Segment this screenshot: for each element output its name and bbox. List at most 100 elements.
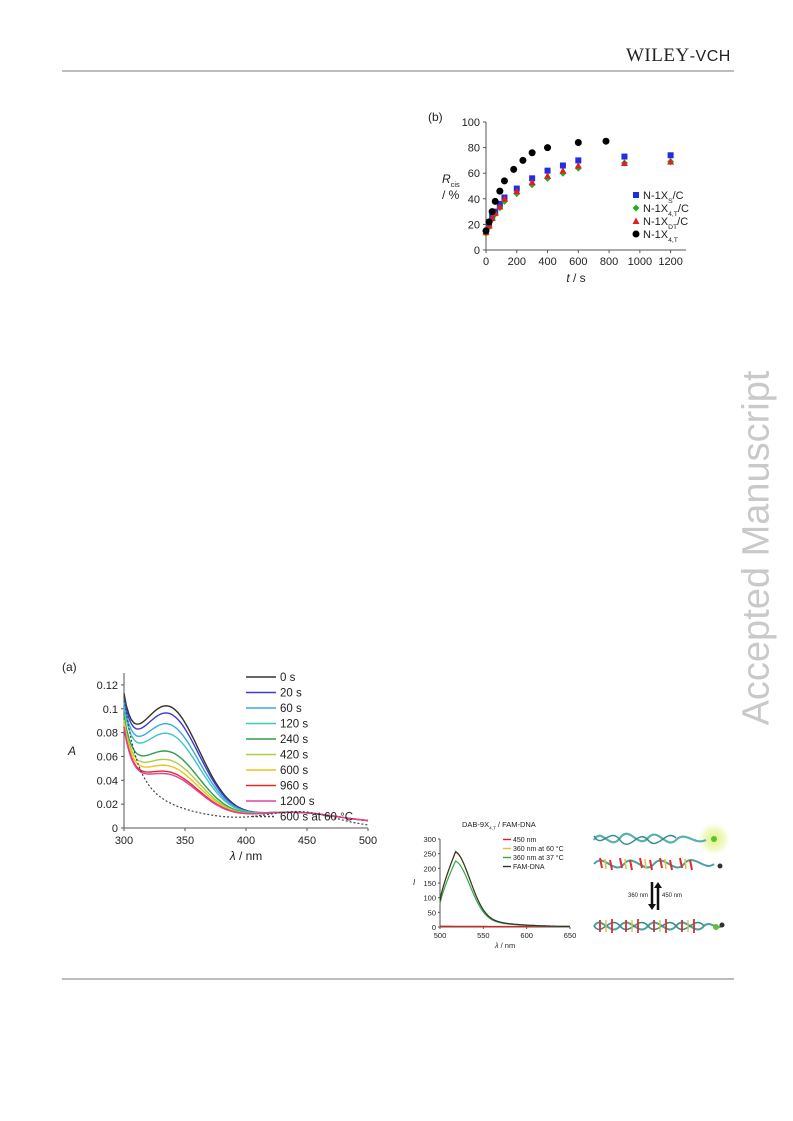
- data-point: [574, 138, 582, 146]
- data-point: [544, 144, 552, 152]
- y-axis-label: A: [67, 744, 76, 758]
- y-tick-label: 150: [423, 879, 436, 888]
- legend-label: 420 s: [280, 750, 308, 762]
- y-axis-label-sub: cis: [451, 180, 460, 189]
- legend-label-suffix: /C: [678, 203, 689, 215]
- fam-dye: [711, 836, 717, 842]
- watermark: Accepted Manuscript: [735, 370, 778, 726]
- data-point: [496, 202, 504, 210]
- data-point: [491, 197, 499, 205]
- legend-label-suffix: /C: [677, 216, 688, 228]
- arrow-label-450: 450 nm: [662, 893, 682, 899]
- data-point: [510, 165, 518, 173]
- legend-label-main: N-1X: [643, 216, 669, 228]
- data-point: [519, 156, 527, 164]
- y-tick-label: 0: [474, 245, 480, 257]
- series-line-2: [123, 702, 369, 822]
- x-axis-label-main: λ: [229, 849, 236, 863]
- x-tick-label: 500: [434, 931, 447, 940]
- x-axis-label-suffix: / nm: [499, 941, 516, 950]
- y-tick-label: 40: [468, 194, 480, 206]
- series-3: [482, 137, 610, 235]
- legend-label: 120 s: [280, 719, 308, 731]
- publisher-main: WILEY: [626, 45, 690, 66]
- data-point: [482, 227, 490, 235]
- chart-title-main: DAB-9X: [462, 820, 489, 829]
- legend-label: 450 nm: [513, 837, 537, 844]
- legend-label: 240 s: [280, 734, 308, 746]
- data-point: [574, 162, 582, 169]
- y-tick-label: 0.1: [103, 704, 118, 716]
- data-point: [513, 187, 521, 195]
- data-point: [620, 159, 628, 166]
- chart-title-sub: 4,T: [489, 826, 496, 831]
- y-tick-label: 0: [112, 823, 118, 835]
- data-point: [500, 177, 508, 185]
- legend-label: 60 s: [280, 703, 302, 715]
- y-tick-label: 100: [462, 117, 480, 129]
- y-axis-unit: / %: [442, 188, 460, 202]
- x-tick-label: 600: [569, 256, 587, 268]
- legend-label: 960 s: [280, 781, 308, 793]
- chart-title-suffix: / FAM-DNA: [496, 820, 536, 829]
- y-tick-label: 0.06: [97, 751, 118, 763]
- data-point: [667, 152, 674, 159]
- dna-cartoon: 360 nm 450 nm: [593, 822, 732, 933]
- data-point: [528, 149, 536, 157]
- panel-label-a: (a): [62, 660, 77, 674]
- x-axis-label-main: λ: [494, 941, 499, 950]
- legend-label: N-1XS/C: [643, 190, 684, 205]
- arrow-label-360: 360 nm: [628, 893, 648, 899]
- dna-strand-azobenzene: [593, 859, 715, 869]
- x-axis-label-suffix: / nm: [236, 849, 263, 863]
- x-axis-label: t / s: [566, 271, 585, 285]
- legend-label-sub: 4,T: [668, 237, 678, 244]
- y-tick-label: 60: [468, 168, 480, 180]
- x-tick-label: 600: [520, 931, 533, 940]
- series-line-4: [123, 715, 369, 822]
- data-point: [529, 175, 536, 182]
- series-line-9: [123, 696, 369, 826]
- data-point: [559, 162, 566, 169]
- legend-label-sub: 4,T: [668, 211, 678, 218]
- legend-label: N-1X4,T/C: [643, 203, 689, 218]
- legend-label-sub: S: [668, 198, 673, 205]
- legend-label: 1200 s: [280, 796, 315, 808]
- y-tick-label: 0.02: [97, 799, 118, 811]
- series-line-1: [439, 851, 570, 928]
- x-tick-label: 450: [298, 835, 316, 847]
- y-tick-label: 50: [428, 908, 436, 917]
- legend-label: 600 s: [280, 765, 308, 777]
- data-point: [544, 172, 552, 179]
- y-tick-label: 0: [432, 923, 436, 932]
- publisher-suffix: -VCH: [689, 48, 731, 65]
- legend-label: 20 s: [280, 688, 302, 700]
- y-axis-label-main: R: [442, 172, 451, 186]
- data-point: [528, 178, 536, 186]
- chart-a: (a) 0 0.02 0.04 0.06 0.08 0.1 0.12 300 350 400 450 5…: [62, 660, 377, 863]
- data-point: [544, 167, 551, 174]
- legend-marker: [632, 230, 640, 238]
- data-point: [667, 158, 675, 165]
- legend-label: N-1X4,T: [643, 229, 678, 244]
- legend-label: 360 nm at 60 °C: [513, 845, 564, 853]
- x-tick-label: 500: [359, 835, 377, 847]
- publisher-logo: WILEY-VCH: [626, 45, 731, 67]
- y-tick-label: 0.12: [97, 680, 118, 692]
- x-tick-label: 1000: [628, 256, 652, 268]
- series-line-8: [123, 727, 369, 822]
- data-point: [485, 218, 493, 226]
- dna-strand-top: [593, 832, 707, 844]
- y-tick-label: 200: [423, 864, 436, 873]
- x-tick-label: 0: [483, 256, 489, 268]
- data-point: [500, 195, 508, 202]
- x-axis-label-main: t: [566, 271, 570, 285]
- x-tick-label: 350: [176, 835, 194, 847]
- series-line-2: [439, 860, 570, 928]
- legend-label-main: N-1X: [643, 229, 669, 241]
- x-tick-label: 400: [538, 256, 556, 268]
- data-point: [488, 208, 496, 216]
- y-tick-label: 250: [423, 850, 436, 859]
- panel-label-b: (b): [428, 110, 443, 124]
